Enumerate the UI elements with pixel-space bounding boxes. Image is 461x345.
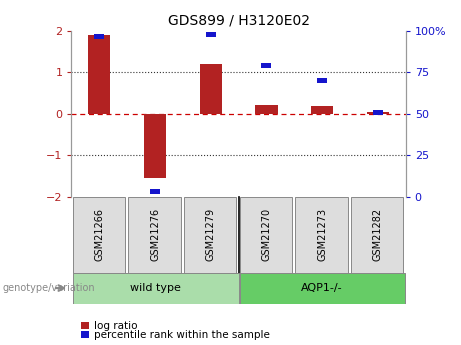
- Title: GDS899 / H3120E02: GDS899 / H3120E02: [167, 13, 310, 27]
- Text: GSM21282: GSM21282: [373, 208, 383, 261]
- Text: GSM21273: GSM21273: [317, 208, 327, 261]
- Bar: [255, 105, 278, 114]
- Bar: [240, 197, 292, 273]
- Bar: [150, 189, 160, 194]
- Bar: [311, 106, 333, 114]
- Text: GSM21276: GSM21276: [150, 208, 160, 261]
- Text: percentile rank within the sample: percentile rank within the sample: [94, 330, 270, 340]
- Bar: [206, 32, 216, 37]
- Bar: [261, 63, 272, 68]
- Bar: [366, 112, 389, 114]
- Bar: [184, 197, 236, 273]
- Bar: [72, 273, 238, 304]
- Text: GSM21270: GSM21270: [261, 208, 272, 261]
- Bar: [317, 78, 327, 83]
- Text: log ratio: log ratio: [94, 322, 137, 331]
- Bar: [72, 197, 125, 273]
- Bar: [95, 33, 104, 39]
- Text: GSM21279: GSM21279: [206, 208, 216, 261]
- Text: GSM21266: GSM21266: [95, 208, 104, 261]
- Bar: [373, 110, 383, 115]
- Bar: [128, 197, 181, 273]
- Bar: [351, 197, 403, 273]
- Bar: [296, 197, 348, 273]
- Text: genotype/variation: genotype/variation: [2, 283, 95, 293]
- Bar: [144, 114, 166, 178]
- Bar: [88, 35, 111, 114]
- Bar: [200, 64, 222, 114]
- Text: AQP1-/-: AQP1-/-: [301, 283, 343, 293]
- Text: wild type: wild type: [130, 283, 180, 293]
- Bar: [240, 273, 405, 304]
